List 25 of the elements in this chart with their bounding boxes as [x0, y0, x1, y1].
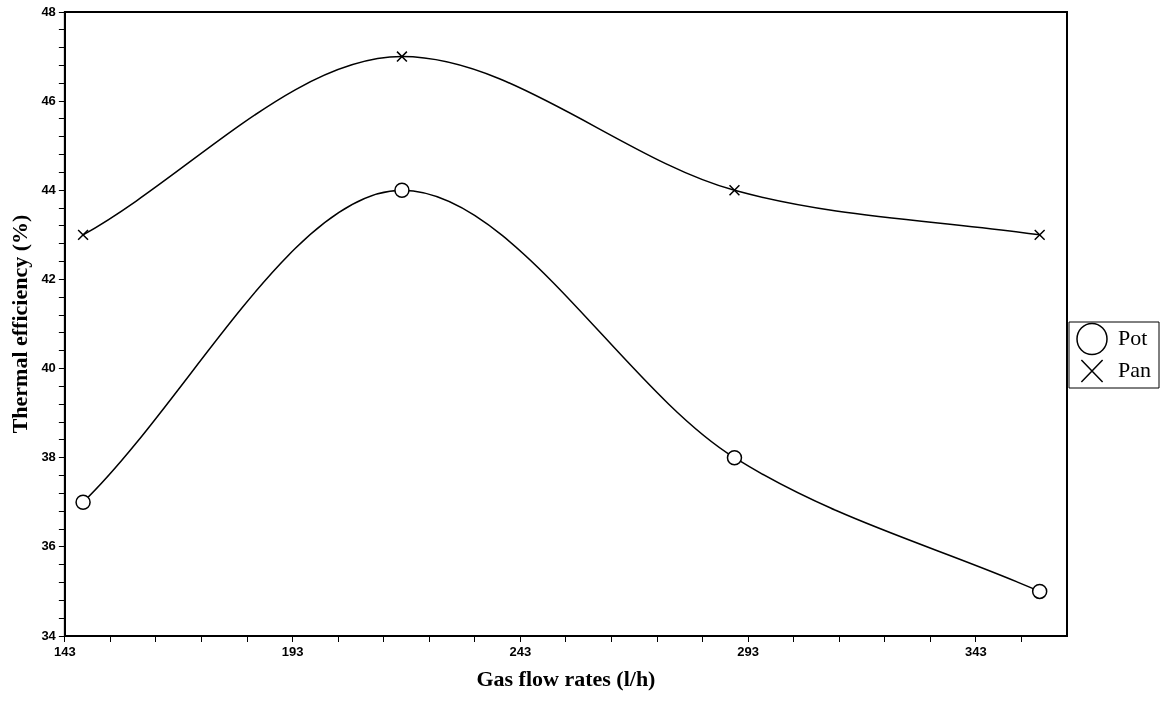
y-tick-label: 44 [41, 181, 57, 197]
y-tick-label: 46 [41, 92, 56, 108]
point [75, 494, 91, 511]
point [1033, 229, 1046, 241]
x-tick-label: 243 [509, 644, 532, 660]
point [396, 50, 408, 63]
legend-label: Pan [1118, 356, 1151, 382]
y-tick-label: 38 [41, 449, 56, 465]
y-tick-label: 34 [41, 627, 57, 643]
x-tick-label: 343 [965, 644, 987, 660]
y-axis-title: Thermal efficiency (%) [6, 214, 32, 434]
x-tick-label: 193 [281, 644, 304, 660]
point [1031, 583, 1048, 600]
y-tick-label: 36 [41, 538, 56, 554]
x-axis-title: Gas flow rates (l/h) [476, 666, 656, 692]
x-tick-label: 293 [737, 644, 759, 660]
legend-label: Pot [1118, 324, 1148, 350]
point [728, 184, 741, 196]
point [726, 449, 743, 466]
y-tick-label: 42 [41, 271, 56, 287]
y-tick-label: 48 [41, 3, 56, 19]
x-tick-label: 143 [54, 644, 76, 660]
y-tick-label: 40 [41, 360, 56, 376]
point [77, 229, 89, 241]
point [394, 182, 410, 199]
